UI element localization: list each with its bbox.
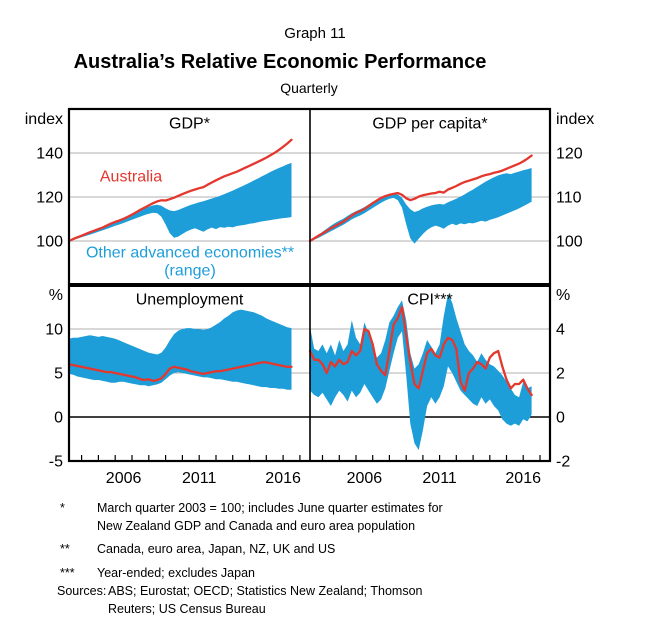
cpi-australia-line — [308, 305, 533, 397]
gdppc-axis-unit-label: index — [556, 111, 594, 128]
cpi-axis-unit-label: % — [556, 287, 570, 304]
sources-label: Sources: — [57, 584, 107, 598]
gdppc-range-band — [310, 168, 532, 244]
gdp-panel-title: GDP* — [169, 116, 210, 133]
gdp-axis-unit-label: index — [25, 111, 63, 128]
cpi-x-axis-label-2011: 2011 — [422, 470, 457, 487]
unemp-x-axis-label-2006: 2006 — [106, 470, 142, 487]
footnote-text: Year-ended; excludes Japan — [97, 566, 255, 580]
unemp-tick-label-5: 5 — [54, 366, 63, 383]
range-series-label-line1: Other advanced economies** — [86, 245, 294, 262]
footnote-text: March quarter 2003 = 100; includes June … — [97, 501, 443, 515]
footnote-marker: *** — [60, 566, 75, 580]
unemp-panel-title: Unemployment — [136, 292, 244, 309]
footnote-text: New Zealand GDP and Canada and euro area… — [97, 519, 416, 533]
unemp-x-axis-label-2011: 2011 — [182, 470, 217, 487]
unemp-tick-label-10: 10 — [45, 322, 63, 339]
graph-title: Australia’s Relative Economic Performanc… — [73, 51, 487, 73]
graph-subtitle: Quarterly — [280, 80, 338, 96]
australia-series-label: Australia — [100, 169, 162, 186]
cpi-x-axis-label-2016: 2016 — [505, 470, 541, 487]
gdp-tick-label-140: 140 — [36, 146, 63, 163]
footnote-text: Canada, euro area, Japan, NZ, UK and US — [97, 542, 336, 556]
unemp-axis-unit-label: % — [49, 287, 63, 304]
unemp-x-axis-label-2016: 2016 — [265, 470, 301, 487]
cpi-panel-title: CPI*** — [407, 292, 452, 309]
gdp-range-band — [69, 162, 292, 241]
unemp-range-band — [69, 309, 292, 390]
cpi-tick-label-0: 0 — [556, 410, 565, 427]
gdp-tick-label-120: 120 — [36, 190, 63, 207]
graph-number: Graph 11 — [284, 25, 346, 42]
footnote-marker: * — [60, 501, 65, 515]
sources-text: Reuters; US Census Bureau — [108, 602, 266, 616]
chart-frame — [67, 107, 552, 463]
cpi-x-axis-label-2006: 2006 — [347, 470, 383, 487]
gdppc-australia-line — [308, 154, 533, 243]
cpi-tick-label--2: -2 — [556, 454, 570, 471]
gdp-australia-line — [67, 138, 293, 243]
gdp-tick-label-100: 100 — [36, 234, 63, 251]
gdppc-tick-label-120: 120 — [556, 146, 583, 163]
gdppc-tick-label-110: 110 — [556, 190, 582, 207]
range-series-label-line2: (range) — [164, 263, 216, 280]
gdppc-panel-title: GDP per capita* — [372, 116, 487, 133]
footnote-marker: ** — [60, 542, 70, 556]
unemp-australia-line — [67, 361, 293, 383]
unemp-tick-label--5: -5 — [49, 454, 63, 471]
sources-text: ABS; Eurostat; OECD; Statistics New Zeal… — [108, 584, 423, 598]
cpi-tick-label-2: 2 — [556, 366, 565, 383]
cpi-range-band — [310, 293, 532, 450]
gdppc-tick-label-100: 100 — [556, 234, 583, 251]
cpi-tick-label-4: 4 — [556, 322, 565, 339]
unemp-tick-label-0: 0 — [54, 410, 63, 427]
